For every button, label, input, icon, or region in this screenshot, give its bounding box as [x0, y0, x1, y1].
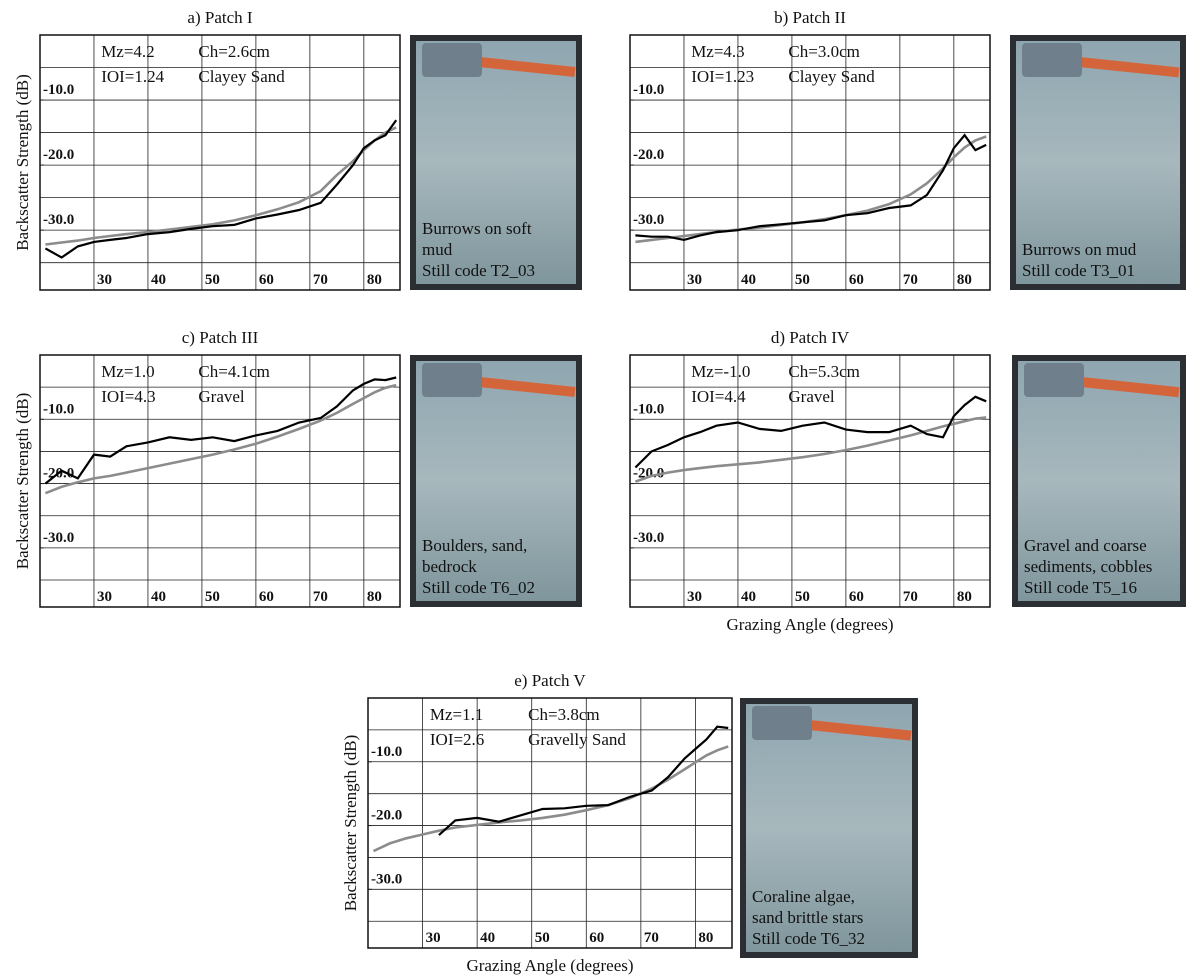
y-tick-label: -10.0 — [633, 82, 664, 98]
y-axis-label: Backscatter Strength (dB) — [13, 393, 32, 570]
photo-device — [1022, 43, 1082, 77]
y-tick-label: -20.0 — [633, 147, 664, 163]
x-tick-label: 80 — [367, 589, 382, 605]
annotation: IOI=4.3 — [101, 387, 155, 406]
photo-caption: mud — [422, 240, 453, 259]
figure: a) Patch I 30 40 50 60 70 80 -10.0 -20.0 -30.0 Mz=… — [0, 0, 1186, 979]
annotation: Clayey Sand — [788, 67, 875, 86]
x-tick-label: 80 — [367, 272, 382, 288]
x-tick-label: 80 — [957, 272, 972, 288]
photo-caption: sand brittle stars — [752, 908, 863, 927]
photo-caption: Burrows on soft — [422, 219, 532, 238]
photo-device — [422, 363, 482, 397]
photo-caption: bedrock — [422, 557, 477, 576]
x-tick-label: 40 — [480, 930, 495, 946]
x-tick-label: 30 — [687, 589, 702, 605]
y-axis-label: Backscatter Strength (dB) — [341, 735, 360, 912]
y-tick-label: -30.0 — [371, 871, 402, 887]
x-tick-label: 70 — [903, 272, 918, 288]
photo-caption: Still code T5_16 — [1024, 578, 1137, 597]
x-axis-label: Grazing Angle (degrees) — [726, 615, 893, 634]
x-tick-label: 50 — [205, 272, 220, 288]
annotation: Ch=5.3cm — [788, 362, 859, 381]
x-tick-label: 50 — [795, 272, 810, 288]
x-tick-label: 70 — [644, 930, 659, 946]
x-tick-label: 60 — [259, 589, 274, 605]
x-tick-label: 40 — [151, 589, 166, 605]
x-tick-label: 40 — [741, 589, 756, 605]
data-line — [374, 747, 729, 852]
photo-caption: Still code T2_03 — [422, 261, 535, 280]
annotation: IOI=1.23 — [691, 67, 754, 86]
x-axis-label: Grazing Angle (degrees) — [466, 956, 633, 975]
photo-caption: Gravel and coarse — [1024, 536, 1147, 555]
chart-title: b) Patch II — [774, 8, 846, 27]
annotation: Mz=-1.0 — [691, 362, 750, 381]
chart-title: e) Patch V — [514, 671, 586, 690]
y-tick-label: -30.0 — [43, 212, 74, 228]
data-line — [635, 137, 986, 242]
x-tick-label: 30 — [97, 272, 112, 288]
photo-device — [752, 706, 812, 740]
x-tick-label: 30 — [687, 272, 702, 288]
y-tick-label: -30.0 — [633, 212, 664, 228]
x-tick-label: 50 — [795, 589, 810, 605]
annotation: Mz=1.0 — [101, 362, 155, 381]
y-tick-label: -10.0 — [371, 744, 402, 760]
x-tick-label: 70 — [313, 589, 328, 605]
photo-caption: Still code T3_01 — [1022, 261, 1135, 280]
x-tick-label: 50 — [205, 589, 220, 605]
data-line — [635, 417, 986, 481]
annotation: Clayey Sand — [198, 67, 285, 86]
photo-caption: Boulders, sand, — [422, 536, 527, 555]
annotation: IOI=4.4 — [691, 387, 746, 406]
y-tick-label: -30.0 — [43, 530, 74, 546]
annotation: Mz=1.1 — [430, 705, 484, 724]
chart-title: a) Patch I — [187, 8, 252, 27]
x-tick-label: 30 — [426, 930, 441, 946]
x-tick-label: 60 — [259, 272, 274, 288]
y-tick-label: -30.0 — [633, 530, 664, 546]
x-tick-label: 80 — [957, 589, 972, 605]
photo-caption: Coraline algae, — [752, 887, 855, 906]
x-tick-label: 70 — [313, 272, 328, 288]
x-tick-label: 40 — [151, 272, 166, 288]
annotation: Gravel — [788, 387, 835, 406]
x-tick-label: 70 — [903, 589, 918, 605]
photo-device — [422, 43, 482, 77]
y-tick-label: -20.0 — [371, 808, 402, 824]
annotation: Gravelly Sand — [528, 730, 626, 749]
annotation: Ch=3.8cm — [528, 705, 599, 724]
photo-caption: Still code T6_32 — [752, 929, 865, 948]
y-tick-label: -10.0 — [43, 82, 74, 98]
annotation: IOI=1.24 — [101, 67, 164, 86]
annotation: Mz=4.3 — [691, 42, 745, 61]
photo-device — [1024, 363, 1084, 397]
annotation: Mz=4.2 — [101, 42, 155, 61]
x-tick-label: 60 — [849, 589, 864, 605]
chart-title: c) Patch III — [182, 328, 259, 347]
annotation: Ch=4.1cm — [198, 362, 269, 381]
photo-caption: sediments, cobbles — [1024, 557, 1152, 576]
x-tick-label: 40 — [741, 272, 756, 288]
x-tick-label: 30 — [97, 589, 112, 605]
data-line — [45, 127, 396, 244]
y-tick-label: -10.0 — [633, 401, 664, 417]
y-tick-label: -10.0 — [43, 401, 74, 417]
annotation: IOI=2.6 — [430, 730, 484, 749]
data-line — [635, 135, 986, 240]
x-tick-label: 80 — [698, 930, 713, 946]
photo-caption: Burrows on mud — [1022, 240, 1137, 259]
y-tick-label: -20.0 — [43, 147, 74, 163]
annotation: Gravel — [198, 387, 245, 406]
x-tick-label: 50 — [535, 930, 550, 946]
photo-caption: Still code T6_02 — [422, 578, 535, 597]
chart-title: d) Patch IV — [771, 328, 850, 347]
x-tick-label: 60 — [849, 272, 864, 288]
annotation: Ch=3.0cm — [788, 42, 859, 61]
x-tick-label: 60 — [589, 930, 604, 946]
y-axis-label: Backscatter Strength (dB) — [13, 74, 32, 251]
annotation: Ch=2.6cm — [198, 42, 269, 61]
